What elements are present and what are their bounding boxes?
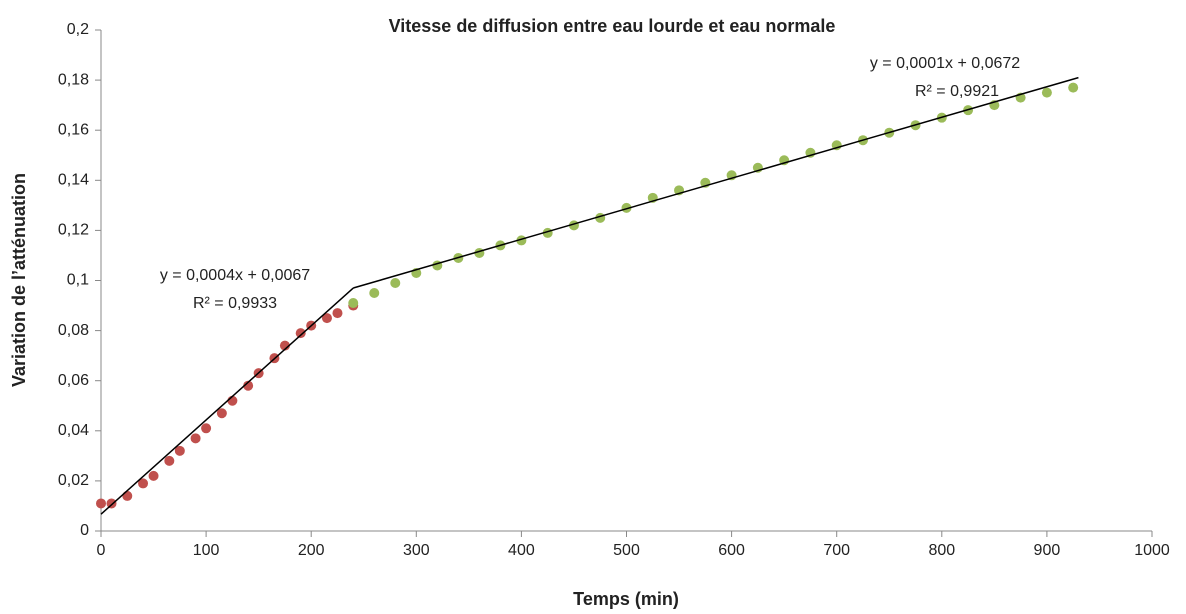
data-point xyxy=(216,408,227,419)
y-tick-label: 0,16 xyxy=(58,121,89,138)
y-tick-label: 0,2 xyxy=(67,21,89,38)
data-point xyxy=(148,470,159,481)
data-point xyxy=(164,455,175,466)
y-tick-label: 0,04 xyxy=(58,422,89,439)
x-tick-label: 700 xyxy=(823,542,850,559)
y-tick-label: 0 xyxy=(80,522,89,539)
x-tick-label: 0 xyxy=(97,542,106,559)
y-tick-label: 0,18 xyxy=(58,71,89,88)
y-tick-label: 0,1 xyxy=(67,272,89,289)
x-tick-label: 800 xyxy=(928,542,955,559)
data-point xyxy=(279,340,290,351)
data-point xyxy=(1041,87,1052,98)
data-point xyxy=(348,298,359,309)
x-tick-label: 600 xyxy=(718,542,745,559)
x-axis-label: Temps (min) xyxy=(573,589,679,609)
y-tick-label: 0,06 xyxy=(58,372,89,389)
x-tick-label: 400 xyxy=(508,542,535,559)
data-point xyxy=(295,328,306,339)
y-tick-label: 0,08 xyxy=(58,322,89,339)
data-point xyxy=(201,423,212,434)
data-point xyxy=(174,445,185,456)
annotation: y = 0,0004x + 0,0067 xyxy=(160,267,310,284)
x-tick-label: 300 xyxy=(403,542,430,559)
x-tick-label: 900 xyxy=(1034,542,1061,559)
data-point xyxy=(369,288,380,299)
data-point xyxy=(321,313,332,324)
y-tick-label: 0,02 xyxy=(58,472,89,489)
data-point xyxy=(332,308,343,319)
x-tick-label: 500 xyxy=(613,542,640,559)
y-tick-label: 0,14 xyxy=(58,172,89,189)
annotation: y = 0,0001x + 0,0672 xyxy=(870,55,1020,72)
data-point xyxy=(106,498,117,509)
data-point xyxy=(96,498,106,509)
data-point xyxy=(621,202,632,213)
data-point xyxy=(1068,82,1079,93)
annotation: R² = 0,9933 xyxy=(193,295,277,312)
data-point xyxy=(122,490,133,501)
data-point xyxy=(138,478,149,489)
chart-title: Vitesse de diffusion entre eau lourde et… xyxy=(389,16,836,36)
x-tick-label: 200 xyxy=(298,542,325,559)
data-point xyxy=(190,433,201,444)
annotation: R² = 0,9921 xyxy=(915,83,999,100)
x-tick-label: 100 xyxy=(193,542,220,559)
y-tick-label: 0,12 xyxy=(58,222,89,239)
data-point xyxy=(390,278,401,289)
data-point xyxy=(243,380,254,391)
trend-line xyxy=(353,76,1079,289)
y-axis-label: Variation de l’atténuation xyxy=(9,173,29,387)
x-tick-label: 1000 xyxy=(1134,542,1170,559)
trend-line xyxy=(100,287,354,515)
